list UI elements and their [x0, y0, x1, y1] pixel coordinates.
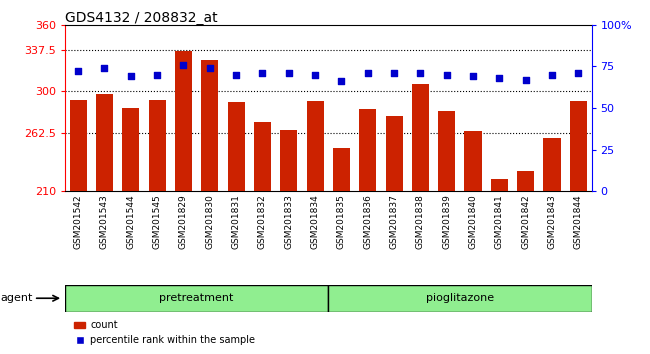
Text: GSM201843: GSM201843: [547, 194, 556, 249]
Text: GSM201842: GSM201842: [521, 194, 530, 249]
Point: [125, 74, 136, 79]
Bar: [333, 148, 350, 191]
Point: [283, 70, 294, 76]
Text: GSM201833: GSM201833: [284, 194, 293, 249]
Point: [415, 70, 426, 76]
Point: [178, 62, 188, 68]
Text: GSM201840: GSM201840: [469, 194, 478, 249]
Text: GDS4132 / 208832_at: GDS4132 / 208832_at: [65, 11, 218, 25]
Text: GSM201832: GSM201832: [258, 194, 267, 249]
Bar: [465, 131, 482, 191]
Bar: [570, 101, 587, 191]
Point: [389, 70, 399, 76]
Text: pioglitazone: pioglitazone: [426, 293, 494, 303]
Point: [99, 65, 110, 71]
Point: [573, 70, 584, 76]
Bar: [307, 101, 324, 191]
Text: GSM201834: GSM201834: [311, 194, 320, 249]
Text: agent: agent: [1, 293, 33, 303]
Text: GSM201836: GSM201836: [363, 194, 372, 249]
Text: GSM201841: GSM201841: [495, 194, 504, 249]
Point: [257, 70, 268, 76]
Point: [310, 72, 320, 78]
Bar: [543, 138, 560, 191]
Bar: [385, 116, 402, 191]
Bar: [70, 100, 86, 191]
Text: GSM201545: GSM201545: [153, 194, 162, 249]
Text: GSM201844: GSM201844: [574, 194, 583, 249]
Bar: [254, 122, 271, 191]
Text: pretreatment: pretreatment: [159, 293, 234, 303]
Point: [152, 72, 162, 78]
Point: [231, 72, 241, 78]
Point: [547, 72, 557, 78]
Text: GSM201543: GSM201543: [100, 194, 109, 249]
Text: GSM201830: GSM201830: [205, 194, 214, 249]
Point: [441, 72, 452, 78]
Text: GSM201829: GSM201829: [179, 194, 188, 249]
Point: [336, 79, 346, 84]
Point: [521, 77, 531, 82]
Bar: [359, 109, 376, 191]
Point: [205, 65, 215, 71]
Bar: [149, 100, 166, 191]
Bar: [122, 108, 139, 191]
Bar: [65, 285, 328, 312]
Text: GSM201837: GSM201837: [389, 194, 398, 249]
Bar: [517, 171, 534, 191]
Text: GSM201544: GSM201544: [126, 194, 135, 249]
Bar: [175, 51, 192, 191]
Bar: [227, 102, 244, 191]
Bar: [328, 285, 592, 312]
Bar: [96, 93, 113, 191]
Text: GSM201839: GSM201839: [442, 194, 451, 249]
Text: GSM201835: GSM201835: [337, 194, 346, 249]
Text: GSM201542: GSM201542: [73, 194, 83, 249]
Legend: count, percentile rank within the sample: count, percentile rank within the sample: [70, 316, 259, 349]
Point: [363, 70, 373, 76]
Bar: [438, 111, 455, 191]
Point: [494, 75, 504, 81]
Text: GSM201838: GSM201838: [416, 194, 425, 249]
Bar: [412, 84, 429, 191]
Point: [468, 74, 478, 79]
Bar: [202, 60, 218, 191]
Point: [73, 69, 83, 74]
Text: GSM201831: GSM201831: [231, 194, 240, 249]
Bar: [280, 130, 297, 191]
Bar: [491, 179, 508, 191]
